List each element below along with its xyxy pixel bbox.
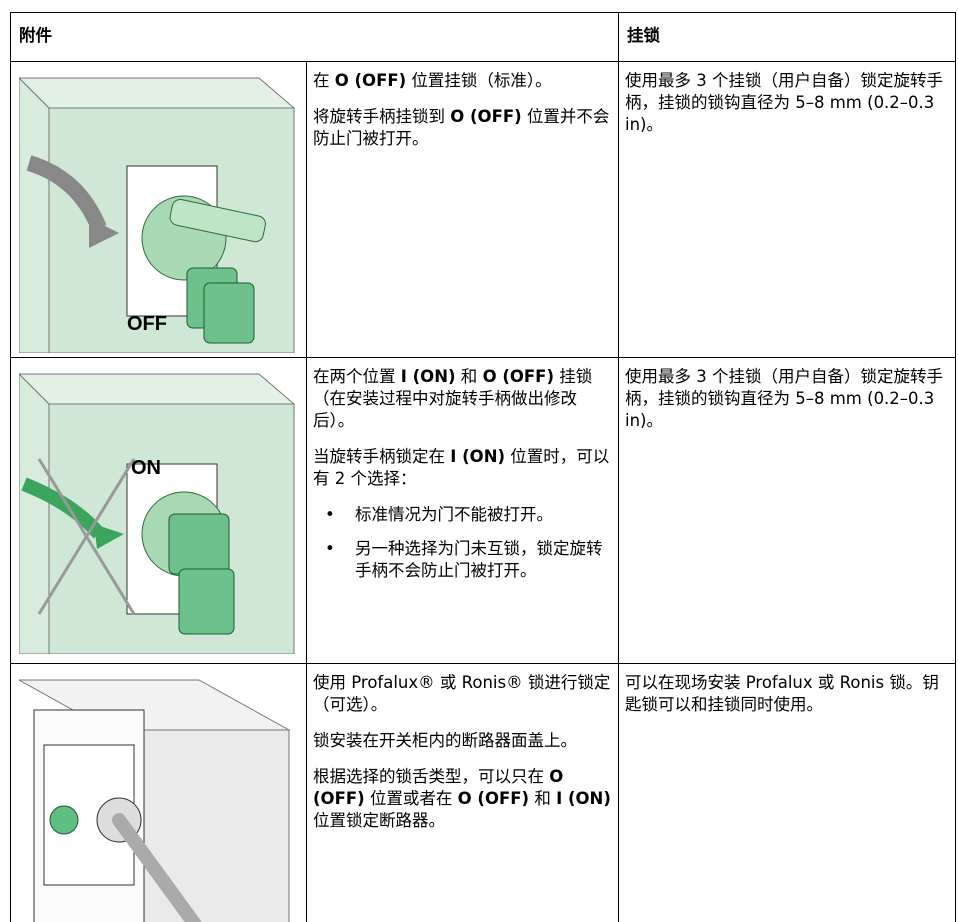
text-run: 在 xyxy=(313,71,335,90)
paragraph: 锁安装在开关柜内的断路器面盖上。 xyxy=(313,730,612,752)
padlock-text: 使用最多 3 个挂锁（用户自备）锁定旋转手柄，挂锁的锁钩直径为 5–8 mm (… xyxy=(625,367,943,430)
header-cell: 附件 xyxy=(10,12,619,62)
illustration xyxy=(19,679,291,922)
bold-run: O (OFF) xyxy=(334,71,407,90)
bold-run: O (OFF) xyxy=(313,767,564,808)
text-run: 当旋转手柄锁定在 xyxy=(313,447,451,466)
text-run: 使用 Profalux® 或 Ronis® 锁进行锁定（可选）。 xyxy=(313,673,611,714)
bold-run: I (ON) xyxy=(450,447,506,466)
illustration: ON xyxy=(19,373,296,654)
image-cell xyxy=(10,663,307,922)
text-run: 和 xyxy=(529,789,557,808)
text-run: 位置或者在 xyxy=(364,789,458,808)
description-cell: 使用 Profalux® 或 Ronis® 锁进行锁定（可选）。锁安装在开关柜内… xyxy=(306,663,619,922)
image-cell: ON xyxy=(10,357,307,664)
text-run: 根据选择的锁舌类型，可以只在 xyxy=(313,767,550,786)
bold-run: I (ON) xyxy=(556,789,611,808)
padlock-cell: 使用最多 3 个挂锁（用户自备）锁定旋转手柄，挂锁的锁钩直径为 5–8 mm (… xyxy=(618,357,956,664)
header-text: 挂锁 xyxy=(627,26,660,45)
padlock-text: 可以在现场安装 Profalux 或 Ronis 锁。钥匙锁可以和挂锁同时使用。 xyxy=(625,673,939,714)
text-run: 锁安装在开关柜内的断路器面盖上。 xyxy=(313,731,577,750)
text-run: 挂锁（在安装过程中对旋转手柄做出修改后）。 xyxy=(313,367,593,430)
text-run: 位置锁定断路器。 xyxy=(313,811,445,830)
bold-run: O (OFF) xyxy=(482,367,554,386)
text-run: 在两个位置 xyxy=(313,367,401,386)
illustration: OFF xyxy=(19,77,296,353)
description-cell: 在 O (OFF) 位置挂锁（标准）。 将旋转手柄挂锁到 O (OFF) 位置并不… xyxy=(306,61,619,358)
paragraph: 当旋转手柄锁定在 I (ON) 位置时，可以有 2 个选择： xyxy=(313,446,612,490)
bold-run: O (OFF) xyxy=(457,789,530,808)
text-run: 位置时，可以有 2 个选择： xyxy=(313,447,610,488)
bullet-item: 标准情况为门不能被打开。 xyxy=(313,504,612,526)
paragraph: 根据选择的锁舌类型，可以只在 O (OFF) 位置或者在 O (OFF) 和 I… xyxy=(313,766,612,832)
paragraph: 使用 Profalux® 或 Ronis® 锁进行锁定（可选）。 xyxy=(313,672,612,716)
paragraph: 在两个位置 I (ON) 和 O (OFF) 挂锁（在安装过程中对旋转手柄做出修… xyxy=(313,366,612,432)
padlock-cell: 使用最多 3 个挂锁（用户自备）锁定旋转手柄，挂锁的锁钩直径为 5–8 mm (… xyxy=(618,61,956,358)
text-run: 将旋转手柄挂锁到 xyxy=(313,107,451,126)
paragraph: 在 O (OFF) 位置挂锁（标准）。 xyxy=(313,70,612,92)
text-run: 位置挂锁（标准）。 xyxy=(406,71,552,90)
image-label: ON xyxy=(131,457,161,479)
image-cell: OFF xyxy=(10,61,307,358)
bullet-item: 另一种选择为门未互锁，锁定旋转手柄不会防止门被打开。 xyxy=(313,538,612,582)
header-text: 附件 xyxy=(19,26,52,45)
bold-run: O (OFF) xyxy=(450,107,522,126)
header-cell: 挂锁 xyxy=(618,12,956,62)
paragraph: 将旋转手柄挂锁到 O (OFF) 位置并不会防止门被打开。 xyxy=(313,106,612,150)
padlock-text: 使用最多 3 个挂锁（用户自备）锁定旋转手柄，挂锁的锁钩直径为 5–8 mm (… xyxy=(625,71,943,134)
padlock-cell: 可以在现场安装 Profalux 或 Ronis 锁。钥匙锁可以和挂锁同时使用。 xyxy=(618,663,956,922)
text-run: 位置并不会防止门被打开。 xyxy=(313,107,610,148)
image-label: OFF xyxy=(127,313,167,335)
text-run: 和 xyxy=(455,367,483,386)
bold-run: I (ON) xyxy=(400,367,456,386)
description-cell: 在两个位置 I (ON) 和 O (OFF) 挂锁（在安装过程中对旋转手柄做出修… xyxy=(306,357,619,664)
